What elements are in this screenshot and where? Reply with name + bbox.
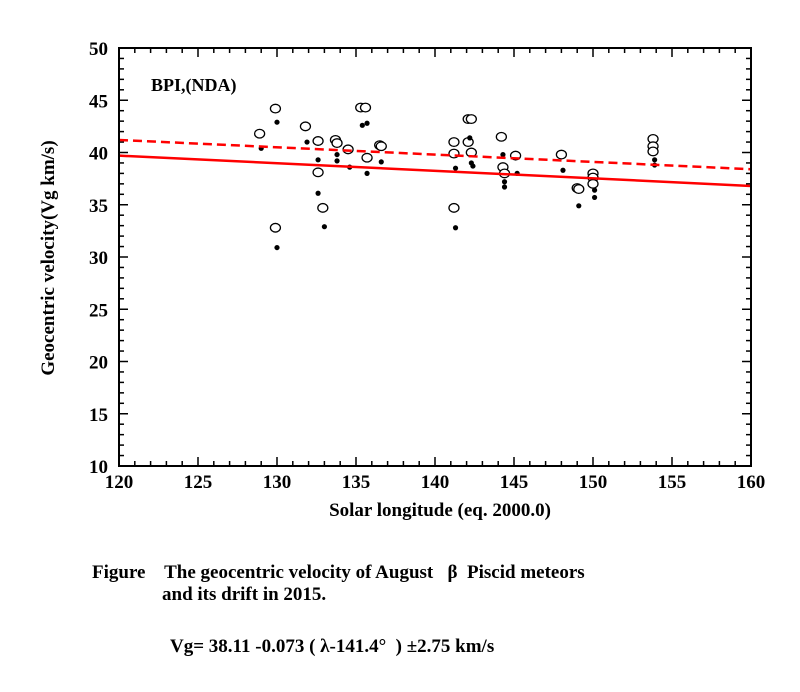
fit-line-dashed <box>118 138 752 171</box>
open-circle-point <box>573 184 585 195</box>
x-tick-label: 135 <box>342 472 371 493</box>
filled-dot-point <box>591 187 598 193</box>
filled-dot-point <box>576 203 582 209</box>
x-tick-label: 145 <box>500 472 529 493</box>
figure-caption-continued: and its drift in 2015. <box>162 584 327 605</box>
filled-dot-point <box>470 163 476 169</box>
filled-dot-point <box>334 158 340 164</box>
filled-dot-point <box>501 184 508 190</box>
y-tick-label: 25 <box>89 300 108 321</box>
fit-lines <box>118 138 752 188</box>
open-circle-point <box>647 146 659 157</box>
filled-dot-point <box>452 165 459 171</box>
y-tick-label: 45 <box>89 91 108 112</box>
open-circle-point <box>312 136 324 146</box>
x-tick-label: 125 <box>184 472 213 493</box>
x-axis-label: Solar longitude (eq. 2000.0) <box>329 500 551 521</box>
filled-dot-point <box>652 157 658 163</box>
plot-frame <box>118 47 752 467</box>
open-circle-point <box>317 202 329 213</box>
filled-dot-point <box>378 159 384 165</box>
open-circle-point <box>312 167 324 178</box>
filled-dot-point <box>359 122 365 128</box>
y-tick-label: 15 <box>89 405 108 426</box>
open-circle-point <box>269 103 282 114</box>
filled-dot-point <box>364 170 370 176</box>
tick-labels: 120 125 130 135 140 145 150 155 160 10 15 20 25 30 35 4… <box>89 39 765 493</box>
filled-dot-point <box>304 139 310 145</box>
regression-formula: Vg= 38.11 -0.073 ( λ-141.4° ) ±2.75 km/s <box>170 636 495 657</box>
filled-dot-point <box>334 151 340 158</box>
y-tick-label: 20 <box>89 353 108 374</box>
x-tick-label: 130 <box>263 472 292 493</box>
open-circle-point <box>375 141 387 152</box>
open-circle-point <box>448 137 460 148</box>
open-circle-point <box>361 152 373 163</box>
filled-dot-point <box>274 119 280 125</box>
y-tick-label: 35 <box>89 196 108 217</box>
filled-dot-point <box>452 225 459 231</box>
y-axis-label: Geocentric velocity(Vg km/s) <box>38 140 59 375</box>
open-circle-point <box>253 128 266 139</box>
filled-dot-point <box>315 190 321 196</box>
x-tick-label: 160 <box>737 472 766 493</box>
y-tick-label: 30 <box>89 248 108 269</box>
filled-dot-point <box>501 179 508 185</box>
open-circle-point <box>587 178 599 189</box>
x-tick-label: 155 <box>658 472 687 493</box>
open-circle-point <box>448 202 460 213</box>
open-circle-point <box>331 138 343 149</box>
filled-dot-point <box>591 194 598 201</box>
y-tick-label: 40 <box>89 144 108 165</box>
filled-dot-point <box>274 244 280 251</box>
open-circle-point <box>359 102 372 113</box>
chart-annotation: BPI,(NDA) <box>151 75 237 96</box>
figure-caption: Figure The geocentric velocity of August… <box>92 562 585 583</box>
open-circle-point <box>465 114 477 125</box>
filled-dot-point <box>315 157 321 163</box>
filled-dot-point <box>364 120 370 126</box>
filled-dot-point <box>321 224 327 230</box>
data-points <box>253 102 659 251</box>
x-tick-label: 140 <box>421 472 450 493</box>
filled-dot-point <box>467 135 473 141</box>
y-tick-label: 50 <box>89 39 108 60</box>
filled-dot-point <box>560 167 566 173</box>
fit-line-solid <box>118 154 752 188</box>
axis-ticks <box>118 47 752 467</box>
open-circle-point <box>269 222 282 233</box>
x-tick-label: 120 <box>105 472 134 493</box>
open-circle-point <box>495 131 508 142</box>
open-circle-point <box>555 149 568 160</box>
open-circle-point <box>299 121 312 132</box>
filled-dot-point <box>500 151 506 158</box>
x-tick-label: 150 <box>579 472 608 493</box>
y-tick-label: 10 <box>89 457 108 478</box>
